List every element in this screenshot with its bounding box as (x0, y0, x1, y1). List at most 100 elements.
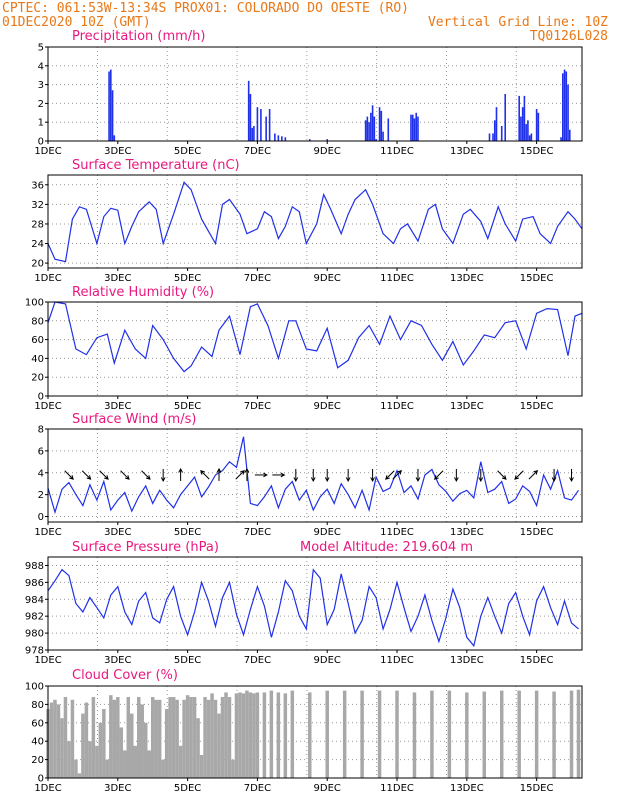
pressure-xtick-label: 5DEC (174, 655, 201, 666)
temperature-ytick-label: 24 (31, 239, 44, 250)
cloud-bar (88, 741, 92, 778)
cloud-bar (325, 690, 329, 778)
cloud-bar (98, 722, 103, 778)
temperature-xtick-label: 1DEC (34, 273, 61, 284)
precip-bar (528, 135, 531, 141)
temperature-xtick-label: 9DEC (314, 273, 341, 284)
temperature-frame (47, 174, 583, 269)
precip-ytick-label: 2 (38, 99, 44, 110)
cloud-bar (412, 692, 417, 778)
pressure-xtick-label: 11DEC (380, 655, 414, 666)
wind-xtick-label: 5DEC (174, 527, 201, 538)
precip-bar (493, 120, 496, 141)
cloud-bar (81, 713, 85, 778)
cloud-bar (517, 690, 521, 778)
precip-bar (495, 107, 498, 141)
precip-bar (108, 71, 110, 141)
wind-arrow (200, 470, 210, 480)
precip-bar (504, 94, 507, 141)
cloud-bar (164, 709, 169, 778)
precip-bar (415, 112, 418, 141)
precip-bar (375, 139, 377, 141)
cloud-bar (199, 755, 204, 778)
wind-arrow (160, 468, 166, 482)
precip-xtick-label: 9DEC (314, 146, 341, 157)
header-line1: CPTEC: 061:53W-13:34S PROX01: COLORADO D… (2, 1, 409, 16)
pressure-ytick-label: 984 (25, 595, 44, 606)
humidity-ytick-label: 40 (31, 354, 44, 365)
cloud-bar (109, 695, 113, 778)
temperature-xtick-label: 11DEC (380, 273, 414, 284)
wind-arrow (528, 470, 539, 480)
precip-bar (382, 131, 384, 141)
wind-arrow (120, 470, 130, 480)
pressure-frame (47, 556, 583, 651)
temperature-ytick-label: 20 (31, 259, 44, 270)
temperature-panel: 20 24 28 32 36 1DEC 3DEC 5DEC 7DEC 9DEC 11DEC 13DEC… (31, 174, 583, 284)
humidity-title: Relative Humidity (%) (72, 285, 214, 300)
precip-bar (560, 137, 562, 141)
humidity-ytick-label: 100 (25, 298, 44, 309)
precip-bar (500, 125, 503, 141)
cloud-bar (143, 722, 148, 778)
cloud-bar (133, 745, 137, 778)
header-date: 01DEC2020 10Z (GMT) (2, 15, 151, 30)
pressure-xtick-label: 3DEC (104, 655, 131, 666)
cloud-bar (238, 692, 242, 778)
precip-xtick-label: 1DEC (34, 146, 61, 157)
cloud-ytick-label: 0 (38, 774, 44, 785)
cloud-bar (161, 759, 165, 778)
cloud-bar (84, 702, 89, 778)
precip-bar (251, 127, 253, 141)
precip-bar (364, 120, 367, 141)
wind-xtick-label: 9DEC (314, 527, 341, 538)
cloud-ytick-label: 20 (31, 755, 44, 766)
humidity-xtick-label: 7DEC (244, 401, 271, 412)
precip-frame (47, 46, 583, 142)
wind-xtick-label: 3DEC (104, 527, 131, 538)
precip-title: Precipitation (mm/h) (72, 29, 205, 44)
cloud-bar (224, 692, 228, 778)
wind-arrow (244, 467, 250, 481)
cloud-bar (377, 690, 382, 778)
cloud-xtick-label: 5DEC (174, 783, 201, 794)
precip-bar (378, 107, 381, 141)
cloud-bar (231, 759, 235, 778)
precip-bar (492, 133, 494, 141)
wind-arrow (497, 470, 507, 480)
cloud-bar (241, 693, 246, 778)
wind-arrow (385, 470, 395, 480)
cloud-bar (154, 699, 158, 778)
cloud-xtick-label: 11DEC (380, 783, 414, 794)
wind-arrow (293, 468, 299, 482)
cloud-bar (49, 702, 54, 778)
precip-bar (370, 112, 372, 141)
cloud-bar (576, 689, 581, 778)
cloud-xtick-label: 13DEC (450, 783, 484, 794)
wind-xtick-label: 15DEC (520, 527, 554, 538)
cloud-bar (123, 750, 127, 778)
precip-bar (253, 125, 255, 141)
wind-arrow (64, 470, 74, 480)
precip-bar (523, 95, 526, 141)
humidity-ytick-label: 0 (38, 392, 44, 403)
cloud-bar (430, 690, 434, 778)
humidity-xtick-label: 3DEC (104, 401, 131, 412)
precip-bar (284, 137, 287, 141)
precip-bar (410, 114, 412, 141)
cloud-bar (189, 697, 193, 778)
precip-ytick-label: 5 (38, 43, 44, 54)
humidity-frame (47, 301, 583, 397)
precip-ytick-label: 3 (38, 80, 44, 91)
precip-bar (249, 94, 252, 141)
cloud-xtick-label: 9DEC (314, 783, 341, 794)
cloud-bar (182, 699, 186, 778)
cloud-bar (70, 699, 75, 778)
precip-bar (521, 107, 524, 141)
cloud-bar (220, 697, 225, 778)
cloud-bar (360, 690, 364, 778)
cloud-bar (63, 697, 68, 778)
precip-xtick-label: 11DEC (380, 146, 414, 157)
cloud-bar (175, 699, 179, 778)
humidity-ytick-label: 60 (31, 335, 44, 346)
